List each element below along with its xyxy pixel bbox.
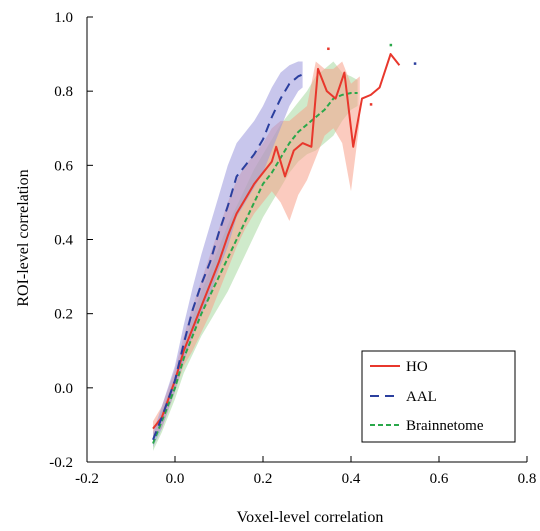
line-ho [152,53,401,430]
y-tick-label: 1.0 [54,10,73,26]
y-tick-label: -0.2 [49,455,73,471]
marker-ho [327,47,330,51]
legend-label-brainnetome: Brainnetome [406,418,484,434]
x-tick-label: -0.2 [75,471,99,487]
marker-ho [369,103,373,106]
band-aal [153,61,303,448]
x-tick-label: 0.6 [430,471,449,487]
legend-label-ho: HO [406,359,428,375]
series-lines [152,53,401,444]
y-ticks: -0.2 0.0 0.2 0.4 0.6 0.8 1.0 [49,10,93,471]
line-aal [152,73,303,441]
y-axis-label: ROI-level correlation [15,169,32,306]
x-tick-label: 0.8 [518,471,537,487]
x-tick-label: 0.0 [166,471,185,487]
x-axis-label: Voxel-level correlation [237,509,384,526]
confidence-bands [153,61,360,451]
y-tick-label: 0.4 [54,233,73,249]
y-tick-label: 0.6 [54,158,73,174]
legend: HO AAL Brainnetome [361,350,516,443]
y-tick-label: 0.8 [54,84,73,100]
marker-aal [413,62,417,65]
band-ho [153,61,360,437]
legend-label-aal: AAL [406,389,437,405]
x-tick-label: 0.2 [254,471,273,487]
y-tick-label: 0.0 [54,381,73,397]
line-brainnetome [152,92,358,444]
marker-brainnetome [389,43,393,47]
x-tick-label: 0.4 [342,471,361,487]
y-tick-label: 0.2 [54,307,73,323]
outlier-markers [327,43,417,106]
x-ticks: -0.2 0.0 0.2 0.4 0.6 0.8 [75,456,536,487]
